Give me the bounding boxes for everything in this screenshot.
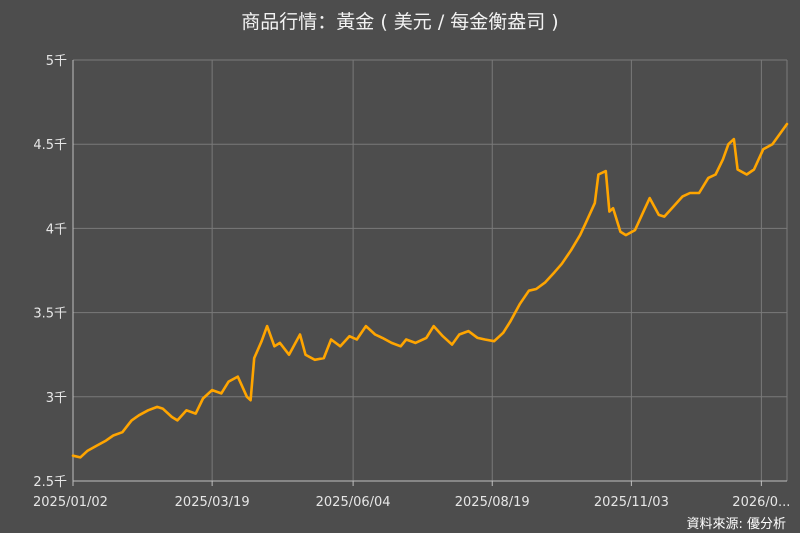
axis-layer	[72, 60, 787, 486]
x-tick-label: 2025/11/03	[594, 495, 669, 510]
grid-layer	[73, 59, 788, 481]
source-label: 資料來源: 優分析	[686, 517, 786, 532]
gold-price-line	[71, 122, 789, 459]
y-tick-label: 4千	[46, 222, 67, 237]
series-layer	[71, 122, 789, 459]
x-tick-label: 2025/01/02	[33, 495, 108, 510]
y-tick-label: 3千	[46, 391, 67, 406]
y-tick-label: 3.5千	[33, 307, 67, 322]
x-tick-label: 2025/06/04	[316, 495, 391, 510]
chart-title: 商品行情：黃金 ( 美元 / 每金衡盎司 )	[241, 11, 558, 33]
y-tick-label: 5千	[46, 54, 67, 69]
y-tick-label: 4.5千	[33, 138, 67, 153]
x-tick-label: 2026/0...	[732, 495, 790, 510]
tick-labels: 2.5千 3千 3.5千 4千 4.5千 5千 2025/01/02 2025/03/19 20…	[33, 54, 790, 510]
x-tick-label: 2025/03/19	[175, 495, 250, 510]
y-tick-label: 2.5千	[33, 475, 67, 490]
x-tick-label: 2025/08/19	[455, 495, 530, 510]
